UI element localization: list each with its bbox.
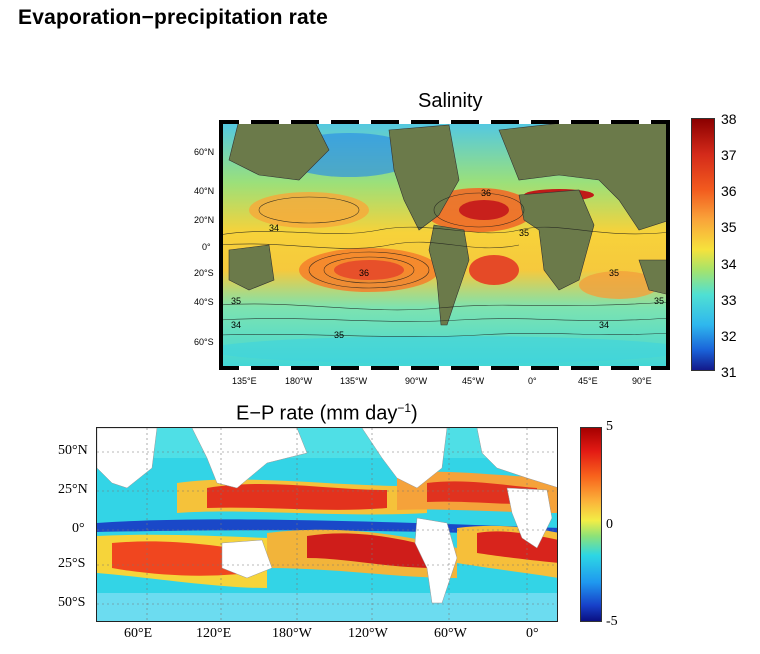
lon-label: 90°E <box>632 376 652 386</box>
lat-label: 20°N <box>194 215 215 225</box>
colorbar-tick: 34 <box>721 256 737 272</box>
lon-label: 135°W <box>340 376 368 386</box>
lat-label: 60°S <box>194 337 214 347</box>
ep-rate-map-title: E−P rate (mm day−1) <box>236 401 418 425</box>
lat-label: 60°N <box>194 147 215 157</box>
lon-label: 60°W <box>434 626 467 641</box>
lat-label: 40°S <box>194 297 214 307</box>
contour-label: 35 <box>334 330 345 340</box>
lat-label: 25°N <box>58 482 88 497</box>
lon-label: 135°E <box>232 376 257 386</box>
lon-label: 0° <box>528 376 537 386</box>
colorbar-tick: 37 <box>721 147 737 163</box>
lat-label: 0° <box>72 521 85 536</box>
lat-label: 0° <box>202 242 211 252</box>
contour-label: 34 <box>269 223 280 233</box>
colorbar-tick: 36 <box>721 183 737 199</box>
contour-label: 36 <box>481 188 492 198</box>
lat-label: 20°S <box>194 268 214 278</box>
lat-label: 50°S <box>58 595 86 610</box>
lon-label: 180°W <box>285 376 313 386</box>
colorbar-tick: 35 <box>721 219 737 235</box>
lon-label: 45°W <box>462 376 485 386</box>
contour-label: 35 <box>609 268 620 278</box>
lon-label: 60°E <box>124 626 153 641</box>
lon-label: 90°W <box>405 376 428 386</box>
salinity-colorbar <box>691 118 715 371</box>
ep-rate-map <box>96 427 558 622</box>
lon-label: 45°E <box>578 376 598 386</box>
lon-label: 0° <box>526 626 539 641</box>
contour-label: 34 <box>599 320 610 330</box>
colorbar-tick: 32 <box>721 328 737 344</box>
colorbar-tick: 38 <box>721 111 737 127</box>
contour-label: 36 <box>359 268 370 278</box>
lat-label: 40°N <box>194 186 215 196</box>
lon-label: 180°W <box>272 626 312 641</box>
lon-label: 120°E <box>196 626 232 641</box>
lat-label: 25°S <box>58 556 86 571</box>
colorbar-tick: 31 <box>721 364 737 380</box>
contour-label: 34 <box>231 320 242 330</box>
salinity-map-title: Salinity <box>418 90 483 112</box>
lat-label: 50°N <box>58 443 88 458</box>
contour-label: 35 <box>519 228 530 238</box>
colorbar-tick: -5 <box>606 614 618 629</box>
colorbar-tick: 33 <box>721 292 737 308</box>
colorbar-tick: 0 <box>606 517 613 532</box>
salinity-map: 34 35 36 36 35 34 35 35 34 35 <box>219 120 670 370</box>
contour-label: 35 <box>231 296 242 306</box>
lon-label: 120°W <box>348 626 388 641</box>
page-title: Evaporation−precipitation rate <box>18 6 328 29</box>
contour-label: 35 <box>654 296 665 306</box>
colorbar-tick: 5 <box>606 419 613 434</box>
ep-rate-colorbar <box>580 427 602 622</box>
